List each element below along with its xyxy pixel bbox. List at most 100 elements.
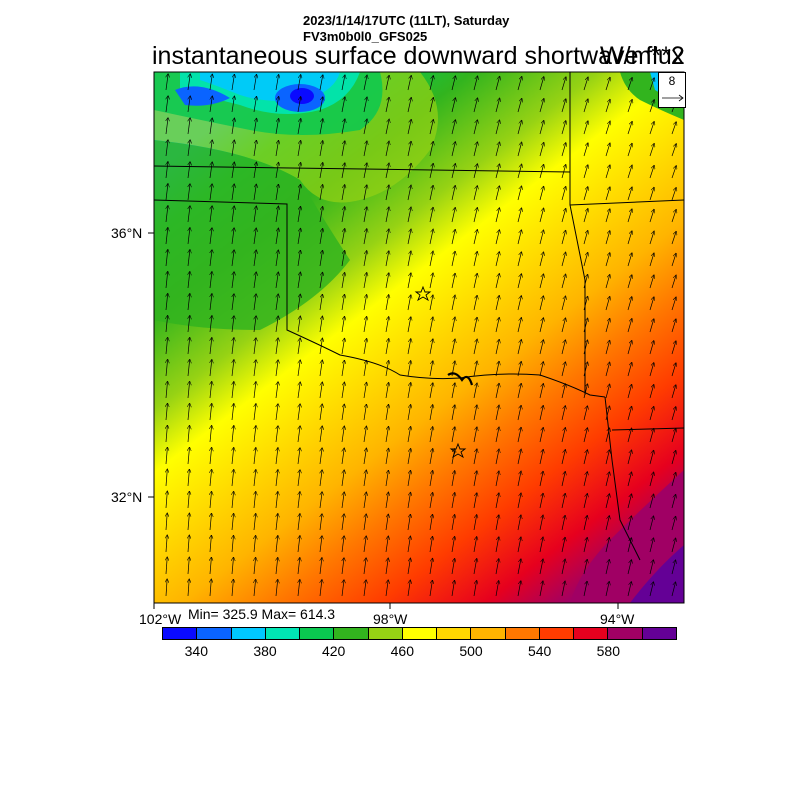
wind-vector [254, 338, 256, 355]
wind-vector [649, 100, 654, 113]
colorbar-label: 420 [321, 643, 346, 659]
river-border [447, 372, 474, 386]
wind-vector [561, 538, 565, 553]
wind-vector [671, 122, 676, 135]
wind-vector [188, 579, 189, 597]
wind-vector [583, 472, 587, 487]
wind-vector [407, 405, 411, 421]
wind-vector [385, 405, 389, 421]
wind-vector [232, 360, 234, 377]
wind-vector [451, 493, 455, 509]
wind-vector [342, 580, 344, 597]
wind-vector [297, 141, 301, 157]
wind-vector [166, 206, 168, 223]
wind-vector [605, 362, 610, 377]
wind-vector [363, 361, 367, 377]
wind-vector [297, 207, 301, 223]
wind-vector [210, 162, 212, 179]
wind-vector [253, 75, 257, 91]
wind-vector [407, 580, 410, 597]
wind-vector [385, 427, 389, 443]
wind-vector [473, 252, 477, 267]
wind-vector [276, 404, 278, 421]
wind-vector [671, 473, 676, 487]
wind-vector [473, 274, 477, 289]
wind-vector [231, 140, 234, 157]
wind-vector [429, 120, 433, 135]
colorbar-swatch [231, 628, 266, 639]
wind-vector [231, 96, 234, 113]
wind-vector [363, 339, 367, 355]
wind-vector [561, 472, 565, 487]
wind-vector [319, 185, 323, 201]
wind-vector [605, 209, 610, 223]
wind-vector [429, 295, 433, 311]
wind-vector [671, 582, 676, 597]
wind-vector [517, 428, 521, 443]
wind-vector [385, 471, 388, 487]
wind-vector [364, 536, 366, 553]
wind-vector [363, 141, 367, 157]
wind-vector [627, 231, 632, 245]
wind-vector [298, 536, 300, 553]
wind-vector [539, 296, 543, 311]
wind-vector [429, 471, 433, 487]
wind-vector [561, 494, 565, 509]
wind-vector [671, 451, 676, 465]
wind-vector [298, 514, 300, 531]
wind-vector [319, 273, 323, 289]
wind-vector [385, 317, 389, 333]
wind-vector [363, 448, 366, 465]
wind-vector [671, 166, 676, 179]
wind-vector [671, 144, 676, 157]
wind-vector [364, 580, 366, 597]
colorbar-swatch [608, 628, 643, 639]
wind-vector [407, 164, 411, 179]
wind-vector [320, 514, 322, 531]
wind-vector [495, 449, 499, 465]
wind-vector [517, 340, 521, 355]
wind-vector [341, 97, 345, 113]
wind-vector [583, 165, 588, 179]
wind-vector [583, 494, 587, 509]
wind-vector [166, 250, 168, 267]
wind-vector [363, 163, 367, 179]
wind-vector [517, 274, 521, 289]
wind-vector [473, 515, 477, 531]
wind-vector [342, 492, 344, 509]
wind-vector [627, 516, 631, 531]
wind-vector [210, 118, 212, 135]
wind-vector [188, 557, 189, 575]
wind-vector [627, 165, 632, 179]
wind-vector [473, 427, 477, 443]
wind-vector [319, 382, 322, 399]
wind-vector [363, 251, 367, 267]
wind-vector [276, 294, 278, 311]
colorbar-swatch [539, 628, 575, 639]
wind-vector [495, 208, 499, 223]
wind-vector [561, 209, 566, 223]
wind-vector [166, 294, 168, 311]
wind-vector [341, 141, 345, 157]
wind-vector [407, 536, 410, 553]
wind-vector [473, 581, 477, 597]
wind-vector [605, 341, 610, 355]
wind-vector [649, 494, 654, 509]
wind-vector [298, 360, 300, 377]
wind-vector [232, 514, 234, 531]
wind-vector [539, 472, 543, 487]
wind-vector [407, 383, 411, 399]
colorbar-label: 500 [459, 643, 483, 659]
wind-vector [298, 404, 300, 421]
wind-vector [319, 75, 323, 91]
wind-vector [539, 362, 543, 377]
wind-vector [561, 406, 565, 421]
wind-vector [429, 581, 432, 597]
vector-reference-arrow [662, 94, 684, 102]
wind-vector [188, 360, 190, 377]
wind-vector [210, 514, 212, 531]
wind-vector [627, 144, 632, 157]
wind-vector [166, 513, 167, 531]
wind-vector [166, 118, 168, 135]
wind-vector [517, 77, 522, 91]
